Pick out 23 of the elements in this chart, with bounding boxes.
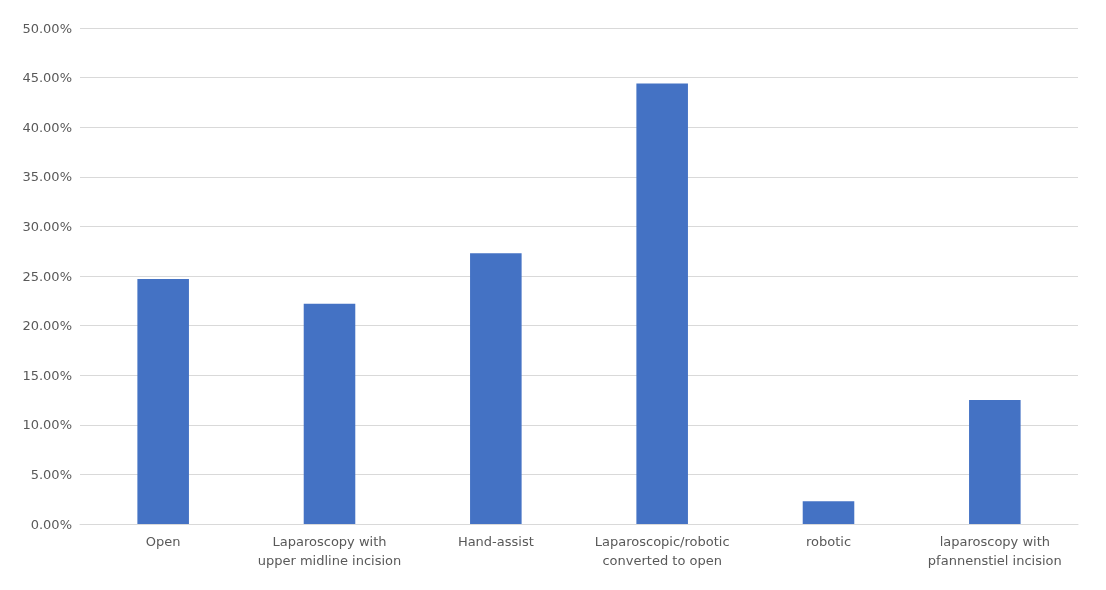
bar <box>470 253 522 524</box>
x-tick-label: Hand-assist <box>457 534 534 549</box>
y-tick-label: 15.00% <box>22 367 72 383</box>
y-tick-label: 20.00% <box>22 318 72 334</box>
y-tick-label: 0.00% <box>30 516 72 532</box>
x-tick-label: robotic <box>805 534 852 549</box>
bar <box>969 400 1021 524</box>
x-tick-label: laparoscopy with pfannenstiel incision <box>927 534 1062 568</box>
x-tick-label: Laparoscopy with upper midline incision <box>257 534 402 568</box>
y-tick-label: 25.00% <box>22 268 72 284</box>
y-tick-label: 30.00% <box>22 218 72 234</box>
y-tick-label: 10.00% <box>22 417 72 433</box>
x-tick-label: Laparoscopic/robotic converted to open <box>594 534 730 568</box>
bar <box>137 278 189 524</box>
y-tick-label: 50.00% <box>22 20 72 36</box>
y-tick-label: 5.00% <box>30 466 72 482</box>
bar <box>636 83 688 524</box>
y-tick-label: 40.00% <box>22 119 72 135</box>
bar <box>303 303 356 524</box>
x-tick-label: Open <box>145 534 181 549</box>
bar <box>802 501 855 524</box>
y-tick-label: 35.00% <box>22 169 72 185</box>
y-tick-label: 45.00% <box>22 70 72 86</box>
